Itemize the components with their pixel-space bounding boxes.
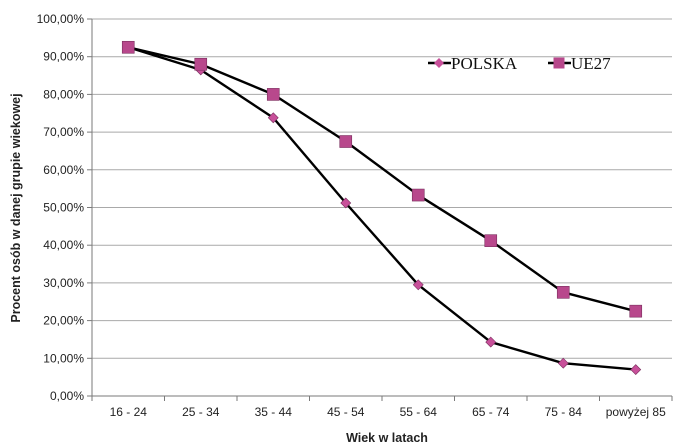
series-line-ue27 — [127, 46, 637, 313]
data-point-polska — [267, 112, 279, 124]
gridlines — [92, 18, 672, 359]
legend-label-polska: POLSKA — [451, 54, 518, 73]
x-tick-label: 65 - 74 — [472, 405, 510, 419]
y-axis-title: Procent osób w danej grupie wiekowej — [9, 93, 23, 322]
series-polska — [122, 41, 642, 376]
data-point-ue27 — [194, 57, 208, 71]
data-point-ue27 — [484, 234, 498, 247]
y-tick-label: 40,00% — [43, 238, 84, 252]
axes — [87, 18, 673, 401]
y-tick-labels: 0,00% 10,00% 20,00% 30,00% 40,00% 50,00% 60,00… — [37, 12, 85, 403]
data-point-polska — [557, 357, 569, 369]
y-tick-label: 20,00% — [43, 314, 84, 328]
series — [121, 40, 643, 376]
y-tick-label: 100,00% — [37, 12, 85, 26]
series-ue27 — [121, 40, 643, 318]
x-tick-label: 35 - 44 — [255, 405, 293, 419]
x-tick-label: 45 - 54 — [327, 405, 365, 419]
data-point-polska — [340, 197, 352, 209]
data-point-ue27 — [556, 286, 570, 299]
x-tick-label: 16 - 24 — [110, 405, 148, 419]
legend-item-ue27: UE27 — [548, 54, 611, 73]
y-tick-label: 90,00% — [43, 50, 84, 64]
y-tick-label: 0,00% — [50, 389, 84, 403]
y-tick-label: 80,00% — [43, 87, 84, 101]
data-point-ue27 — [121, 40, 135, 54]
x-axis-title: Wiek w latach — [346, 431, 428, 445]
x-tick-label: 75 - 84 — [545, 405, 583, 419]
data-point-polska — [485, 336, 497, 348]
x-tick-label: 55 - 64 — [400, 405, 438, 419]
legend-marker-polska — [434, 58, 444, 68]
y-tick-label: 60,00% — [43, 163, 84, 177]
data-point-ue27 — [339, 135, 353, 148]
data-point-ue27 — [266, 88, 280, 101]
x-tick-label: 25 - 34 — [182, 405, 220, 419]
data-point-polska — [630, 364, 642, 376]
y-tick-label: 10,00% — [43, 351, 84, 365]
data-point-ue27 — [629, 304, 643, 318]
y-tick-label: 50,00% — [43, 201, 84, 215]
x-tick-labels: 16 - 24 25 - 34 35 - 44 45 - 54 55 - 64 65 - … — [110, 405, 667, 419]
legend-marker-ue27 — [553, 57, 565, 69]
series-line-polska — [127, 46, 636, 371]
legend-item-polska: POLSKA — [428, 54, 518, 73]
y-tick-label: 30,00% — [43, 276, 84, 290]
legend-label-ue27: UE27 — [571, 54, 611, 73]
legend: POLSKA UE27 — [428, 54, 611, 73]
x-tick-label: powyżej 85 — [606, 405, 666, 419]
data-point-polska — [412, 279, 424, 291]
y-tick-label: 70,00% — [43, 125, 84, 139]
data-point-ue27 — [411, 188, 425, 202]
